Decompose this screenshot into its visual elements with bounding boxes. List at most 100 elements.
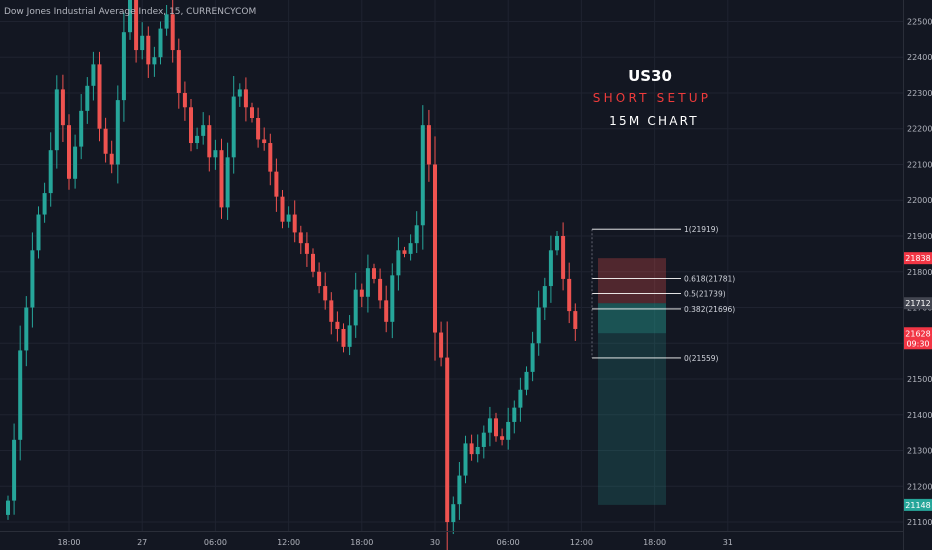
candle-body xyxy=(542,286,547,308)
candle-body xyxy=(268,143,273,172)
candle-body xyxy=(274,171,279,197)
price-tick-label: 21300 xyxy=(907,447,932,456)
price-tick-label: 21400 xyxy=(907,411,932,420)
time-axis[interactable]: 18:00 27 06:00 12:00 18:00 30 06:00 12:00 18:00 3… xyxy=(57,538,732,547)
symbol-legend[interactable]: Dow Jones Industrial Average Index, 15, … xyxy=(4,7,256,17)
candle-body xyxy=(304,243,309,254)
candle-body xyxy=(317,271,322,287)
candle-body xyxy=(134,0,139,51)
time-tick-label: 18:00 xyxy=(350,538,373,547)
candle-body xyxy=(512,407,517,422)
candle-body xyxy=(445,357,450,523)
candle-body xyxy=(384,300,389,322)
candle-body xyxy=(494,418,498,437)
time-tick-label: 18:00 xyxy=(57,538,80,547)
time-tick-label: 30 xyxy=(430,538,440,547)
candle-body xyxy=(347,325,352,347)
candle-body xyxy=(298,232,303,244)
candle-body xyxy=(54,89,59,151)
candle-body xyxy=(365,268,370,297)
time-tick-label: 27 xyxy=(137,538,147,547)
candle-body xyxy=(12,439,17,501)
time-tick-label: 31 xyxy=(723,538,733,547)
candle-body xyxy=(420,125,425,226)
price-tick-label: 21200 xyxy=(907,482,932,491)
candle-body xyxy=(323,286,328,301)
candle-body xyxy=(439,332,444,358)
candle-body xyxy=(408,243,413,254)
candle-body xyxy=(79,110,84,147)
candle-body xyxy=(457,475,462,505)
candle-body xyxy=(524,371,529,390)
trade-zones xyxy=(598,258,666,505)
candle-body xyxy=(506,421,511,440)
fib-level-label: 0.382(21696) xyxy=(684,305,735,314)
candle-body xyxy=(286,214,291,222)
fib-level-label: 1(21919) xyxy=(684,225,719,234)
price-tag xyxy=(904,297,932,310)
candle-body xyxy=(213,150,218,158)
fib-retracement[interactable]: 1(21919) 0.618(21781) 0.5(21739) 0.382(2169… xyxy=(591,225,735,363)
candle-body xyxy=(329,300,334,322)
title-timeframe: 15M CHART xyxy=(609,114,699,128)
time-tick-label: 18:00 xyxy=(643,538,666,547)
price-tag xyxy=(904,327,932,340)
price-tick-label: 21100 xyxy=(907,518,932,527)
candle-body xyxy=(433,164,437,333)
price-tick-label: 21900 xyxy=(907,232,932,241)
title-sub: SHORT SETUP xyxy=(593,91,711,105)
candles xyxy=(6,0,578,550)
fib-level-label: 0.618(21781) xyxy=(684,275,735,284)
price-tick-label: 21500 xyxy=(907,375,932,384)
stop-loss-zone[interactable] xyxy=(598,258,666,304)
price-tag xyxy=(904,498,932,511)
candle-body xyxy=(48,150,53,194)
candle-body xyxy=(250,107,254,118)
candle-body xyxy=(341,328,346,347)
candle-body xyxy=(451,504,456,523)
candle-body xyxy=(128,0,132,33)
candle-body xyxy=(73,146,78,179)
candle-body xyxy=(567,278,572,312)
candle-body xyxy=(189,107,193,144)
candle-body xyxy=(469,443,474,455)
candle-body xyxy=(500,436,505,440)
candle-body xyxy=(225,157,230,208)
price-tick-label: 22500 xyxy=(907,17,932,26)
candle-body xyxy=(85,85,90,111)
candle-body xyxy=(109,153,114,165)
profit-zone-active[interactable] xyxy=(598,303,666,334)
candle-body xyxy=(311,253,315,272)
time-tick-label: 06:00 xyxy=(497,538,520,547)
candle-body xyxy=(67,125,71,179)
candle-body xyxy=(182,92,187,108)
candle-body xyxy=(292,214,297,233)
price-tick-label: 22200 xyxy=(907,125,932,134)
candle-body xyxy=(256,118,261,140)
candle-body xyxy=(390,275,395,322)
candle-body xyxy=(426,125,431,165)
candle-body xyxy=(140,35,145,51)
time-tick-label: 12:00 xyxy=(277,538,300,547)
price-tick-label: 22300 xyxy=(907,89,932,98)
candle-body xyxy=(262,139,267,144)
price-tick-label: 22100 xyxy=(907,160,932,169)
candle-body xyxy=(158,28,163,58)
price-axis[interactable]: 22500 22400 22300 22200 22100 22000 21900 21800… xyxy=(907,17,932,527)
candle-body xyxy=(6,500,10,515)
profit-zone[interactable] xyxy=(598,333,666,505)
candle-body xyxy=(115,100,120,165)
candle-body xyxy=(164,14,169,29)
candle-body xyxy=(402,250,407,254)
candle-body xyxy=(237,89,242,97)
candle-body xyxy=(573,311,578,329)
price-tag-label: 09:30 xyxy=(906,339,929,348)
candle-body xyxy=(414,225,419,244)
candle-body xyxy=(475,446,480,455)
price-tag-label: 21628 xyxy=(905,329,930,338)
title-main: US30 xyxy=(628,67,672,85)
candle-body xyxy=(121,32,126,101)
time-tick-label: 12:00 xyxy=(570,538,593,547)
